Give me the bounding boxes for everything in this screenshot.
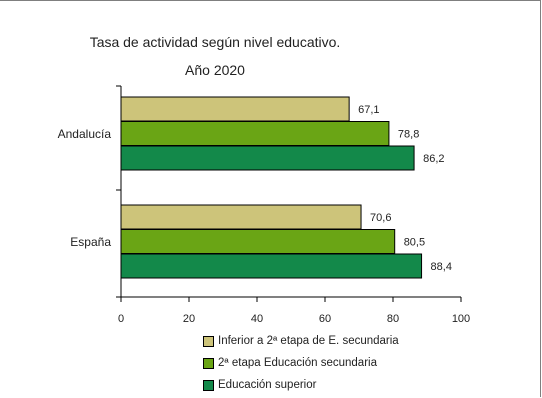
chart-legend: Inferior a 2ª etapa de E. secundaria 2ª e… (203, 330, 399, 396)
legend-item: Educación superior (203, 374, 399, 396)
data-label: 80,5 (404, 237, 425, 249)
data-label: 67,1 (358, 104, 379, 116)
legend-label: 2ª etapa Educación secundaria (218, 357, 377, 369)
bar (120, 229, 396, 254)
category-label: España (70, 235, 111, 249)
chart-title: Tasa de actividad según nivel educativo. (89, 34, 341, 50)
x-tick-label: 80 (387, 313, 399, 325)
chart-subtitle: Año 2020 (185, 62, 245, 78)
legend-label: Educación superior (218, 379, 317, 391)
legend-item: 2ª etapa Educación secundaria (203, 352, 399, 374)
data-label: 88,4 (431, 261, 452, 273)
bar (120, 204, 362, 230)
legend-label: Inferior a 2ª etapa de E. secundaria (218, 335, 399, 347)
x-tick-label: 60 (319, 313, 331, 325)
x-tick-label: 20 (183, 313, 195, 325)
bar (120, 96, 350, 122)
legend-swatch (203, 335, 214, 347)
data-label: 86,2 (423, 153, 444, 165)
x-tick-label: 100 (452, 313, 470, 325)
bar (120, 121, 390, 146)
category-label: Andalucía (58, 127, 112, 141)
bar (120, 145, 415, 171)
data-label: 78,8 (398, 129, 419, 141)
legend-swatch (203, 357, 214, 369)
legend-item: Inferior a 2ª etapa de E. secundaria (203, 330, 399, 352)
legend-swatch (203, 379, 214, 391)
data-label: 70,6 (370, 212, 391, 224)
x-tick-label: 40 (251, 313, 263, 325)
bar (120, 253, 423, 279)
x-tick-label: 0 (118, 313, 124, 325)
